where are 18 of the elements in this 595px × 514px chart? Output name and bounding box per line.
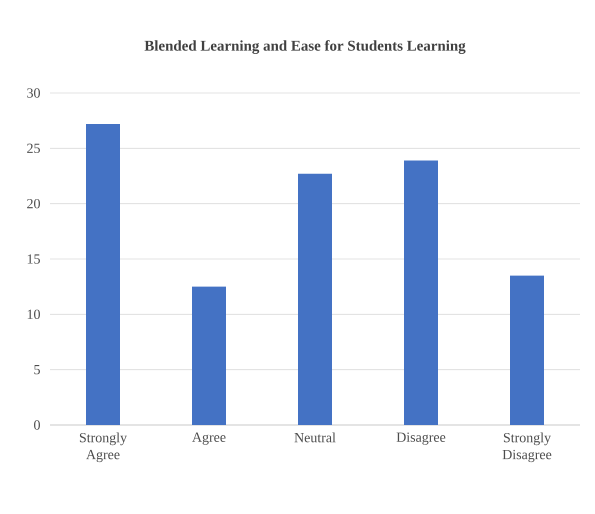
x-tick-label: Disagree [396, 432, 446, 445]
y-tick-label: 15 [28, 254, 40, 264]
bar [298, 174, 332, 425]
y-tick-label: 5 [34, 365, 40, 374]
bar [404, 160, 438, 425]
bar [510, 276, 544, 425]
chart-title: Blended Learning and Ease for Students Learning [144, 40, 466, 54]
y-tick-label: 25 [27, 144, 40, 154]
bar [192, 286, 226, 425]
y-tick-label: 0 [34, 420, 40, 430]
x-tick-label: Neutral [294, 432, 336, 442]
bar [86, 124, 120, 425]
y-tick-label: 20 [27, 198, 40, 208]
x-tick-label: Strongly Agree [80, 432, 127, 462]
x-tick-label: Strongly Disagree [502, 432, 552, 462]
x-tick-label: Agree [192, 432, 226, 445]
y-tick-label: 30 [27, 88, 40, 98]
y-tick-label: 10 [28, 310, 40, 320]
